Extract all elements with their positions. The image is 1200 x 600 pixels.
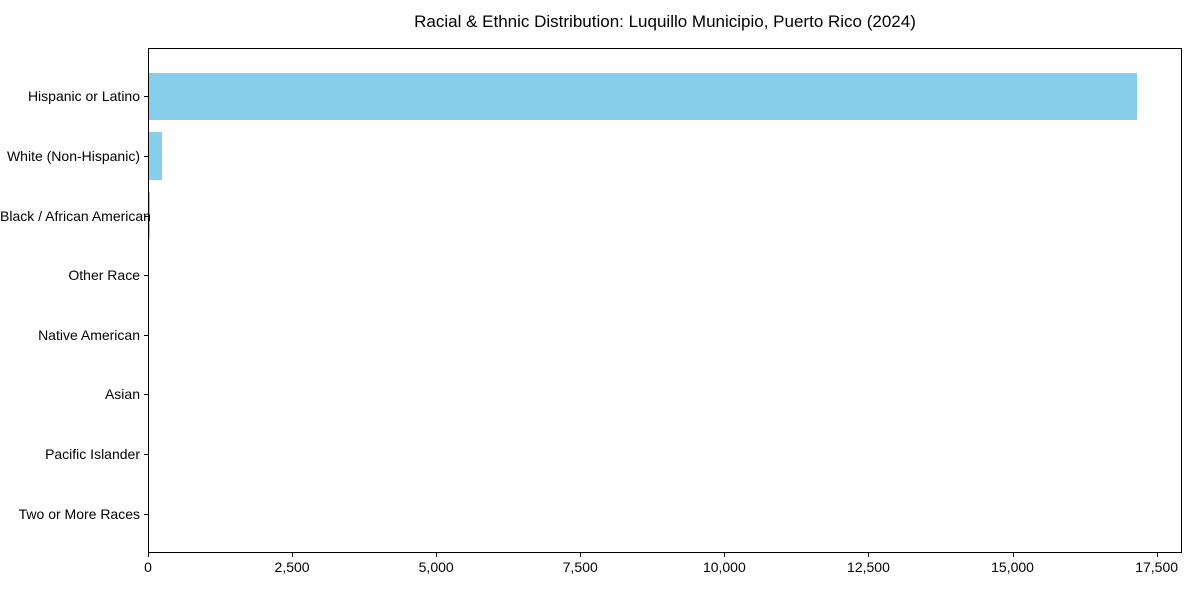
bar-black-african-american	[149, 191, 151, 240]
x-tick-label: 5,000	[418, 559, 454, 575]
y-tick-mark	[144, 156, 148, 157]
y-tick-mark	[144, 215, 148, 217]
x-tick-label: 12,500	[847, 559, 890, 575]
y-tick-label: Native American	[38, 326, 140, 343]
x-tick-label: 17,500	[1135, 559, 1179, 575]
bar-hispanic-or-latino	[149, 72, 1138, 121]
chart-title: Racial & Ethnic Distribution: Luquillo M…	[414, 12, 916, 31]
y-tick-label: Black / African American	[0, 207, 151, 224]
x-tick-label: 0	[144, 559, 152, 575]
x-tick-mark	[292, 553, 294, 557]
x-tick-mark	[724, 553, 726, 557]
y-tick-mark	[144, 394, 148, 396]
x-tick-mark	[1156, 553, 1158, 557]
y-tick-mark	[144, 334, 148, 336]
x-tick-mark	[436, 553, 438, 557]
y-tick-label: Other Race	[68, 267, 140, 284]
y-tick-mark	[144, 454, 148, 455]
plot-area	[148, 48, 1182, 553]
y-tick-mark	[144, 513, 148, 515]
x-tick-mark	[1012, 553, 1014, 557]
bar-white-non-hispanic	[149, 132, 163, 180]
y-tick-label: White (Non-Hispanic)	[6, 148, 140, 164]
x-tick-label: 15,000	[991, 559, 1034, 575]
y-tick-mark	[144, 275, 148, 277]
x-tick-mark	[580, 553, 582, 557]
y-tick-label: Asian	[104, 386, 140, 403]
y-tick-mark	[144, 96, 148, 98]
y-tick-label: Two or More Races	[18, 505, 140, 522]
x-tick-label: 2,500	[274, 559, 310, 575]
x-tick-mark	[148, 553, 149, 557]
x-tick-mark	[868, 553, 870, 557]
y-tick-label: Hispanic or Latino	[27, 88, 140, 105]
x-tick-label: 7,500	[562, 559, 598, 575]
y-tick-label: Pacific Islander	[45, 446, 140, 462]
x-tick-label: 10,000	[702, 559, 746, 575]
